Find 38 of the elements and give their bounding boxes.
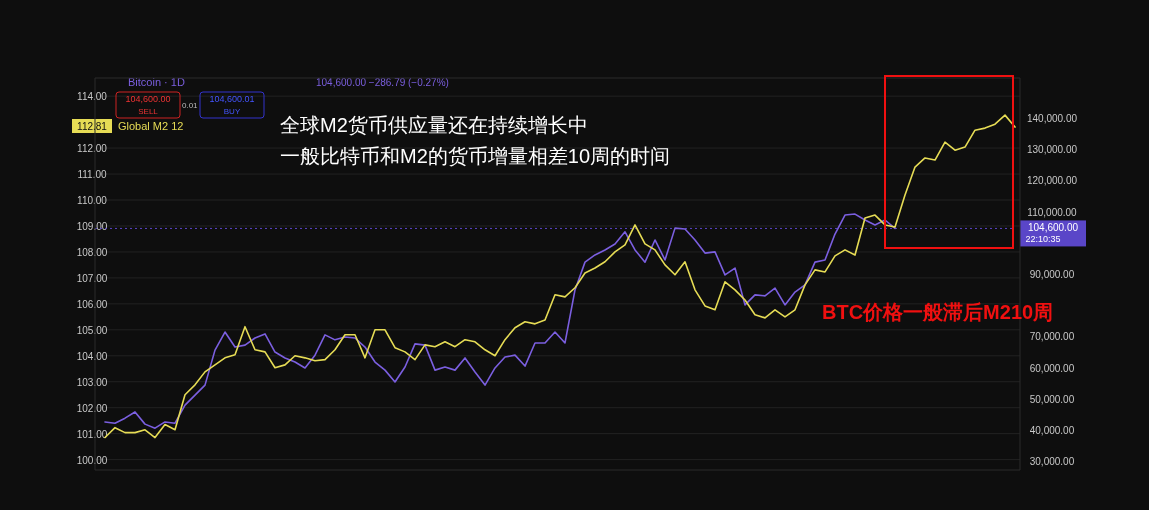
y2-tick-label: 60,000.00 xyxy=(1029,362,1075,374)
legend-label: Global M2 12 xyxy=(118,120,184,132)
y-tick-label: 102.00 xyxy=(76,402,108,414)
y-tick-label: 110.00 xyxy=(77,195,108,207)
y2-tick-label: 30,000.00 xyxy=(1029,456,1075,468)
annotation: 104,600.01 xyxy=(209,94,255,104)
y-tick-label: 104.00 xyxy=(76,350,108,362)
annotation: 0.01 xyxy=(182,101,199,110)
annotation: SELL xyxy=(138,107,159,116)
y-tick-label: 100.00 xyxy=(76,454,108,466)
annotation: 104,600.00 −286.79 (−0.27%) xyxy=(316,77,449,88)
y2-tick-label: 90,000.00 xyxy=(1029,269,1075,280)
annotation: 104,600.00 xyxy=(125,94,171,104)
annotation: BTC价格一般滞后M210周 xyxy=(822,301,1054,323)
text: 22:10:35 xyxy=(1025,234,1061,245)
y-tick-label: 107.00 xyxy=(76,272,108,284)
y2-tick-label: 130,000.00 xyxy=(1026,144,1078,156)
y2-tick-label: 110,000.00 xyxy=(1027,206,1078,218)
y-tick-label: 108.00 xyxy=(76,246,108,258)
y2-tick-label: 50,000.00 xyxy=(1029,393,1075,405)
annotation: BUY xyxy=(223,107,241,116)
y2-tick-label: 40,000.00 xyxy=(1029,425,1075,437)
y-tick-label: 114.00 xyxy=(77,91,108,103)
y-tick-label: 112.00 xyxy=(77,143,108,155)
y-tick-label: 109.00 xyxy=(76,220,108,232)
text: Bitcoin · 1D xyxy=(128,76,185,88)
y-tick-label: 103.00 xyxy=(76,376,108,388)
y-tick-label: 101.00 xyxy=(76,428,108,440)
ref-line-label: 104,600.00 xyxy=(1027,222,1079,234)
y2-tick-label: 70,000.00 xyxy=(1029,331,1075,343)
annotation: 112.81 xyxy=(77,121,108,132)
y2-tick-label: 120,000.00 xyxy=(1026,175,1078,187)
text: 全球M2货币供应量还在持续增长中 xyxy=(280,114,588,136)
text: 一般比特币和M2的货币增量相差10周的时间 xyxy=(280,145,671,167)
y-tick-label: 106.00 xyxy=(76,298,108,310)
y2-tick-label: 140,000.00 xyxy=(1026,112,1078,124)
y-tick-label: 111.00 xyxy=(77,169,107,181)
y-tick-label: 105.00 xyxy=(76,324,108,336)
